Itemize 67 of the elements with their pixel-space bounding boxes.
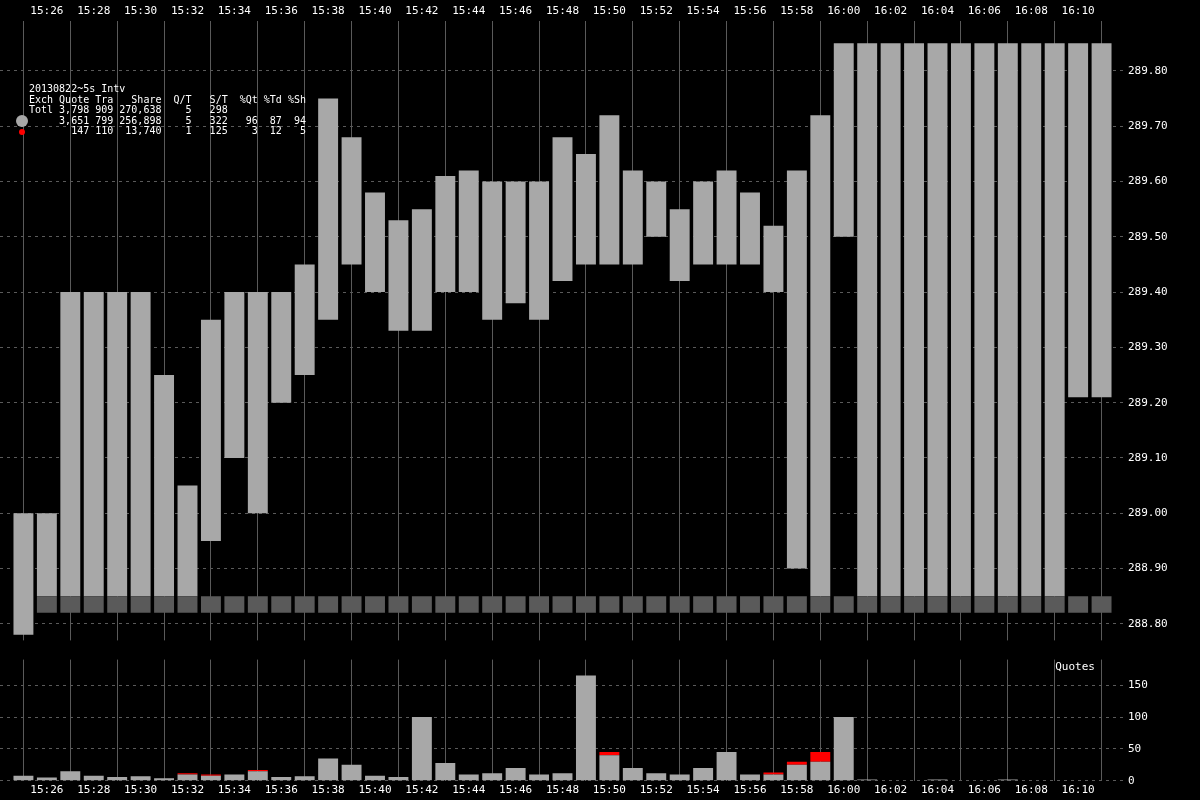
x-tick-label: 16:02 <box>874 4 908 18</box>
x-tick-label: 16:10 <box>1061 4 1095 18</box>
annotation: 147 110 13,740 1 125 3 12 5 <box>71 125 306 136</box>
x-tick-label: 15:32 <box>170 783 205 797</box>
x-tick-label: 15:30 <box>124 783 158 797</box>
x-tick-label: 15:56 <box>733 4 767 18</box>
x-tick-label: 15:54 <box>686 783 721 797</box>
annotation: 3,651 799 256,898 5 322 96 87 94 <box>59 114 306 126</box>
x-tick-label: 15:52 <box>639 783 673 797</box>
annotation: 20130822~5s Intv <box>29 83 126 94</box>
y-tick-label: 289.50 <box>1128 229 1168 243</box>
x-tick-label: 15:42 <box>405 783 439 797</box>
y-tick-label: 150 <box>1128 677 1148 691</box>
x-tick-label: 15:34 <box>217 4 252 18</box>
y-tick-label: 50 <box>1128 741 1142 755</box>
y-tick-label: 0 <box>1128 773 1135 787</box>
x-tick-label: 16:00 <box>827 4 861 18</box>
x-tick-label: 15:38 <box>311 783 345 797</box>
annotation: Totl 3,798 909 270,638 5 298 <box>29 104 228 115</box>
x-tick-label: 15:48 <box>545 783 580 797</box>
x-tick-label: 15:30 <box>124 4 158 18</box>
x-tick-label: 16:00 <box>827 783 861 797</box>
y-tick-label: 289.80 <box>1128 63 1168 77</box>
x-tick-label: 15:32 <box>170 4 205 18</box>
x-tick-label: 16:04 <box>920 4 955 18</box>
x-tick-label: 15:58 <box>780 4 814 18</box>
x-tick-label: 15:34 <box>217 783 252 797</box>
x-tick-label: 15:28 <box>77 783 111 797</box>
x-tick-label: 16:06 <box>967 783 1001 797</box>
x-tick-label: 15:50 <box>592 4 626 18</box>
x-tick-label: 15:26 <box>30 783 64 797</box>
x-tick-label: 15:28 <box>77 4 111 18</box>
x-tick-label: 15:50 <box>592 783 626 797</box>
y-tick-label: 289.60 <box>1128 174 1168 188</box>
y-tick-label: 289.40 <box>1128 284 1168 298</box>
x-tick-label: 15:44 <box>452 4 486 18</box>
y-tick-label: 100 <box>1128 709 1148 723</box>
x-tick-label: 15:58 <box>780 783 814 797</box>
y-tick-label: 289.70 <box>1128 119 1168 133</box>
x-tick-label: 15:40 <box>358 783 392 797</box>
x-tick-label: 16:10 <box>1061 783 1095 797</box>
x-tick-label: 15:52 <box>639 4 673 18</box>
x-tick-label: 16:02 <box>874 783 908 797</box>
y-tick-label: 289.20 <box>1128 395 1168 409</box>
y-tick-label: 289.10 <box>1128 450 1168 464</box>
x-tick-label: 15:46 <box>499 783 533 797</box>
x-tick-label: 15:48 <box>545 4 580 18</box>
x-tick-label: 16:04 <box>920 783 955 797</box>
x-tick-label: 15:42 <box>405 4 439 18</box>
x-tick-label: 15:36 <box>264 4 298 18</box>
x-tick-label: 15:38 <box>311 4 345 18</box>
x-tick-label: 15:40 <box>358 4 392 18</box>
y-tick-label: 288.90 <box>1128 561 1168 575</box>
annotation: Exch Quote Tra Share Q/T S/T %Qt %Td %Sh <box>29 93 306 105</box>
y-tick-label: 289.30 <box>1128 340 1168 354</box>
x-tick-label: 15:44 <box>452 783 486 797</box>
y-tick-label: 288.80 <box>1128 616 1168 630</box>
x-tick-label: 15:56 <box>733 783 767 797</box>
x-tick-label: 15:26 <box>30 4 64 18</box>
x-tick-label: 15:46 <box>499 4 533 18</box>
x-tick-label: 15:54 <box>686 4 721 18</box>
x-tick-label: 16:08 <box>1014 4 1048 18</box>
y-axis-title: Quotes <box>1055 659 1095 673</box>
y-tick-label: 289.00 <box>1128 506 1168 520</box>
x-tick-label: 16:08 <box>1014 783 1048 797</box>
x-tick-label: 15:36 <box>264 783 298 797</box>
x-tick-label: 16:06 <box>967 4 1001 18</box>
